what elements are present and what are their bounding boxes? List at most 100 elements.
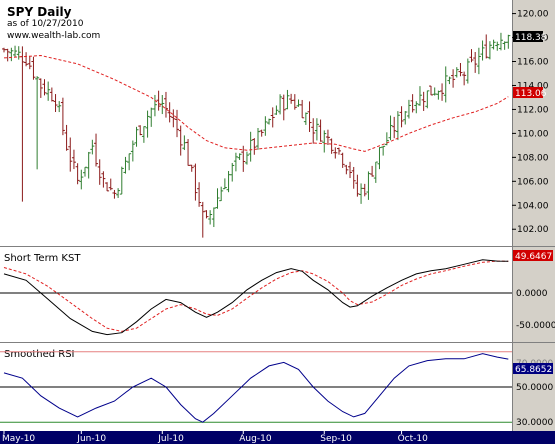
ohlc-bar: [219, 186, 224, 202]
ohlc-bar: [175, 109, 180, 138]
ohlc-bar: [71, 149, 76, 170]
rsi-last-label: 65.8652: [515, 365, 552, 375]
ohlc-bar: [311, 118, 316, 144]
last-close-label: 118.38: [515, 33, 547, 43]
ohlc-bar: [86, 151, 91, 179]
ohlc-bar: [112, 189, 117, 199]
ohlc-bar: [281, 94, 286, 121]
ohlc-bar: [429, 85, 434, 96]
time-tick-label: Sep-10: [320, 434, 352, 444]
ohlc-bar: [274, 105, 279, 115]
ohlc-bar: [94, 133, 99, 167]
ohlc-bar: [156, 90, 161, 111]
ohlc-bar: [208, 210, 213, 225]
kst-tick-label: 0.0000: [516, 289, 548, 299]
ohlc-bar: [108, 178, 113, 191]
ohlc-bar: [336, 147, 341, 155]
ohlc-bar: [211, 207, 216, 228]
kst-last-label-bg: [513, 250, 553, 261]
ohlc-bar: [233, 152, 238, 172]
ohlc-bar: [57, 101, 62, 113]
ohlc-bar: [344, 164, 349, 175]
ohlc-bar: [440, 83, 445, 101]
ohlc-bar: [130, 140, 135, 162]
ohlc-bar: [49, 87, 54, 102]
ohlc-bar: [82, 166, 87, 177]
ohlc-bar: [42, 79, 47, 96]
ohlc-bar: [447, 76, 452, 85]
ohlc-bar: [256, 128, 260, 150]
ohlc-bar: [200, 201, 205, 238]
price-tick-label: 114.00: [517, 81, 549, 91]
ohlc-bar: [355, 174, 360, 197]
last-close-label-bg: [513, 31, 543, 42]
ohlc-bar: [267, 118, 272, 125]
ohlc-bar: [24, 52, 29, 67]
time-tick-label: Jul-10: [157, 434, 184, 444]
price-tick-label: 106.00: [517, 177, 549, 187]
ohlc-bar: [417, 86, 422, 106]
ohlc-bar: [491, 39, 496, 50]
ohlc-bar: [90, 139, 95, 155]
ohlc-bar: [462, 71, 467, 86]
ohlc-bar: [348, 161, 353, 179]
ohlc-bar: [244, 151, 249, 165]
ohlc-bar: [237, 153, 242, 160]
ohlc-bar: [414, 101, 419, 114]
ohlc-bar: [263, 116, 268, 136]
ohlc-bar: [252, 138, 257, 155]
price-tick-label: 110.00: [517, 129, 549, 139]
ohlc-bar: [351, 166, 356, 189]
price-tick-label: 108.00: [517, 153, 549, 163]
last-ma-label: 113.06: [515, 89, 547, 99]
ohlc-bar: [116, 188, 121, 198]
ohlc-bar: [75, 163, 80, 185]
rsi-last-label-bg: [513, 363, 553, 374]
ohlc-bar: [469, 49, 474, 63]
ohlc-bar: [64, 124, 69, 151]
ohlc-bar: [16, 46, 21, 60]
ohlc-bar: [502, 41, 507, 50]
ohlc-bar: [359, 183, 364, 204]
ohlc-bar: [167, 102, 172, 123]
ohlc-bar: [373, 161, 378, 183]
ohlc-bar: [476, 47, 481, 75]
ohlc-bar: [465, 58, 470, 84]
time-axis-panel: [0, 431, 555, 444]
kst-axis-ticks: 0.0000 -50.0000: [516, 289, 555, 331]
price-tick-label: 112.00: [517, 105, 549, 115]
ohlc-bar: [248, 131, 253, 162]
ohlc-bar: [487, 41, 492, 60]
ohlc-bar: [35, 76, 40, 170]
ohlc-bar: [127, 153, 132, 171]
ohlc-bar: [97, 159, 102, 185]
chart-subtitle: as of 10/27/2010: [7, 19, 84, 29]
ohlc-bar: [410, 94, 415, 113]
ohlc-bar: [2, 47, 6, 53]
ohlc-bar: [53, 94, 58, 113]
ohlc-bar: [498, 32, 503, 51]
ohlc-bar: [425, 90, 430, 109]
ohlc-bar: [226, 170, 231, 193]
ohlc-bar: [458, 62, 463, 77]
ohlc-bar: [377, 147, 382, 170]
ohlc-bar: [31, 56, 36, 80]
ohlc-bar: [388, 115, 393, 141]
ohlc-bar: [119, 166, 124, 195]
ohlc-bar: [333, 147, 338, 159]
ohlc-bar: [278, 94, 283, 115]
ohlc-bar: [38, 78, 43, 98]
ohlc-bar: [406, 99, 411, 119]
ohlc-bar: [197, 182, 202, 207]
ohlc-bar: [193, 163, 198, 201]
ohlc-bar: [325, 129, 330, 145]
ohlc-bar: [182, 135, 187, 151]
ohlc-bar: [222, 178, 227, 190]
ohlc-bar: [215, 188, 220, 209]
time-axis-ticks: May-10 Jun-10 Jul-10 Aug-10 Sep-10 Oct-10: [2, 431, 428, 444]
kst-last-label: 49.6467: [515, 252, 552, 262]
ohlc-bar: [296, 99, 301, 107]
ohlc-bar: [171, 109, 176, 128]
ohlc-bar: [395, 111, 400, 141]
ohlc-bar: [366, 171, 371, 200]
